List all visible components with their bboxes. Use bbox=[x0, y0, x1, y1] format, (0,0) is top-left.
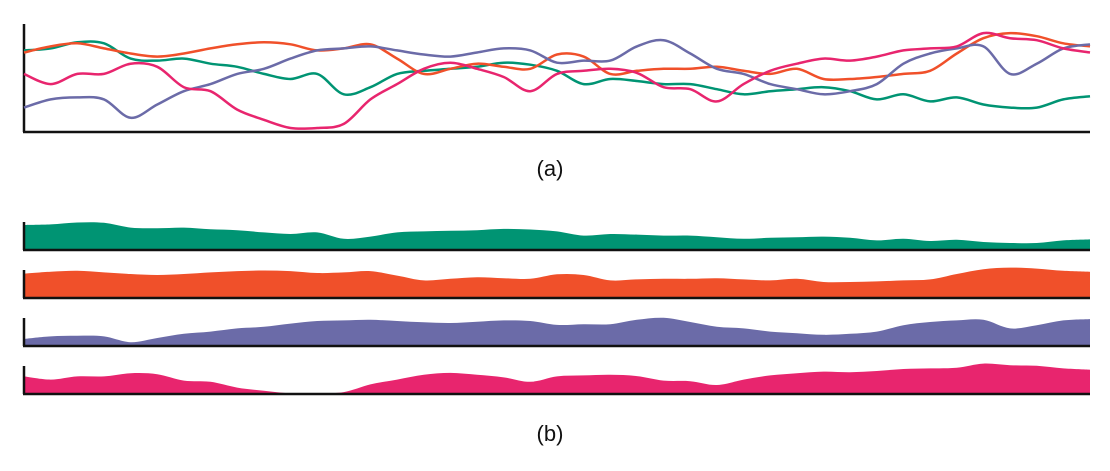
panel-b-area-1 bbox=[24, 222, 1090, 250]
panel-b-area-2 bbox=[24, 267, 1090, 298]
panel-a-series-line-2 bbox=[23, 31, 1091, 82]
panel-b-row-4 bbox=[22, 363, 1090, 396]
panel-b-area-4 bbox=[24, 363, 1090, 394]
panel-b-row-2 bbox=[22, 267, 1090, 300]
panel-b-row-1 bbox=[22, 222, 1090, 252]
panel-a-series-line-3 bbox=[23, 38, 1091, 120]
panel-a-caption: (a) bbox=[537, 156, 564, 181]
panel-b-area-3 bbox=[24, 317, 1090, 346]
panel-a-line-chart bbox=[22, 24, 1091, 134]
panel-b-row-3 bbox=[22, 317, 1090, 348]
panel-b-caption: (b) bbox=[537, 421, 564, 446]
panel-b-area-charts bbox=[22, 222, 1090, 396]
panel-a-series-line-1 bbox=[23, 40, 1091, 110]
panel-a-series-group bbox=[23, 31, 1091, 130]
panel-a-series-line-4 bbox=[23, 31, 1091, 130]
